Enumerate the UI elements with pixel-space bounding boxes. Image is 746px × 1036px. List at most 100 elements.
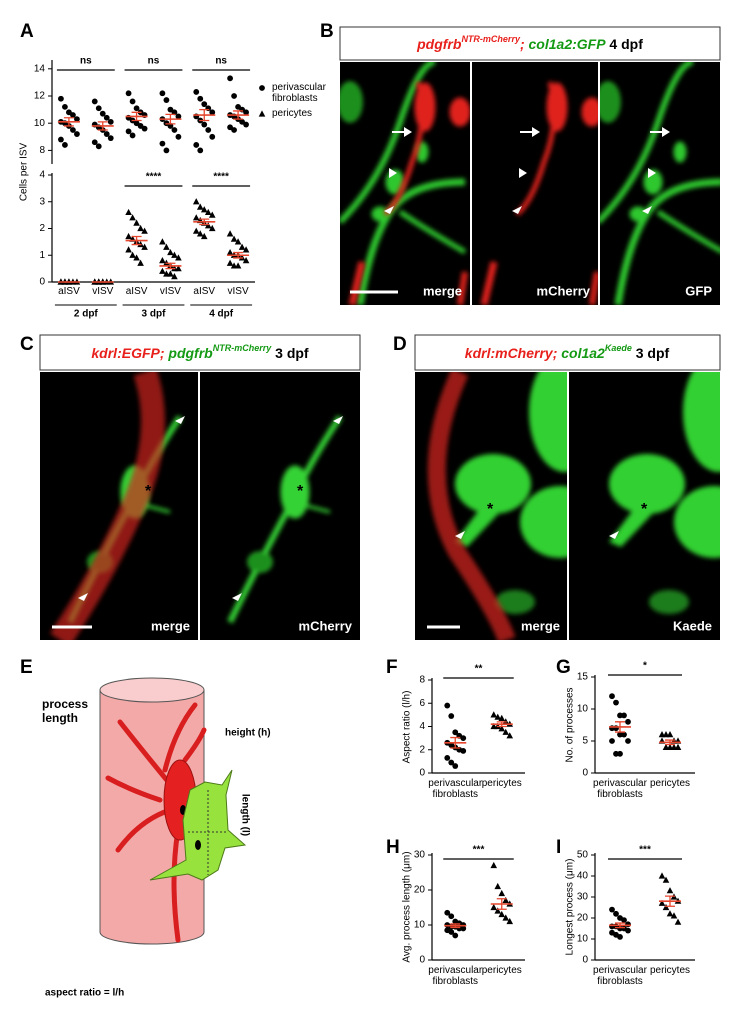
x-tick-label: vISV — [92, 286, 114, 297]
panel-title: kdrl:mCherry; col1a2Kaede 3 dpf — [465, 343, 670, 360]
point — [617, 731, 623, 738]
title-box — [39, 334, 361, 371]
point — [625, 927, 631, 934]
legend-marker — [259, 85, 265, 91]
point — [196, 230, 204, 237]
point — [129, 251, 136, 258]
error-bar — [165, 113, 176, 125]
point — [141, 125, 148, 132]
y-tick-label: 2 — [39, 223, 45, 234]
point — [141, 243, 148, 250]
title-superscript: NTR-mCherry — [213, 343, 273, 353]
y-tick-label: 8 — [39, 145, 45, 156]
point — [159, 257, 166, 264]
point — [175, 133, 182, 140]
point — [62, 103, 68, 110]
y-tick-label: 0 — [419, 768, 425, 779]
x-tick-label: aISV — [58, 286, 80, 297]
point — [208, 211, 216, 218]
panel-letter: I — [556, 837, 561, 858]
point — [613, 699, 619, 706]
panel-letter: A — [20, 21, 34, 42]
point — [617, 934, 623, 940]
point — [208, 224, 216, 232]
point — [609, 693, 615, 700]
point — [125, 128, 132, 135]
point — [609, 738, 615, 744]
point — [58, 136, 64, 143]
point — [613, 750, 619, 757]
point — [141, 227, 148, 234]
point — [490, 903, 498, 911]
title-part: 4 dpf — [606, 36, 644, 52]
x-tick-label: perivascular fibroblasts — [428, 778, 483, 800]
point — [227, 75, 233, 82]
group-label: 3 dpf — [142, 309, 167, 320]
error-bar — [615, 721, 625, 733]
point — [192, 198, 200, 205]
error-bar — [665, 895, 675, 907]
point — [171, 127, 178, 133]
point — [494, 713, 502, 720]
point — [197, 147, 204, 154]
point — [159, 140, 166, 147]
point — [506, 732, 514, 739]
point — [125, 90, 132, 97]
y-tick-label: 20 — [577, 913, 589, 924]
point — [133, 254, 140, 261]
point — [613, 910, 619, 917]
x-tick-label: pericytes — [481, 965, 522, 976]
point — [197, 95, 204, 102]
divider — [198, 372, 200, 640]
panel-letter: F — [386, 657, 398, 678]
error-bar — [131, 235, 142, 246]
point — [175, 113, 182, 120]
y-tick-label: 30 — [414, 850, 426, 861]
title-part: pdgfrb — [416, 36, 462, 52]
y-tick-label: 12 — [34, 91, 46, 102]
point — [163, 147, 170, 154]
diagram-label: length (l) — [239, 794, 250, 836]
point — [444, 754, 451, 761]
y-tick-label: 0 — [419, 955, 425, 966]
point — [625, 921, 631, 928]
point — [674, 743, 682, 750]
point — [231, 127, 237, 133]
point — [460, 735, 467, 742]
diagram-label: height (h) — [225, 728, 271, 739]
group-label: 2 dpf — [74, 309, 99, 320]
point — [444, 909, 451, 916]
point — [621, 731, 627, 738]
point — [167, 248, 174, 256]
point — [159, 267, 166, 274]
point — [448, 713, 455, 719]
point — [234, 238, 242, 245]
point — [137, 259, 144, 266]
point — [91, 139, 98, 146]
title-box — [339, 26, 721, 61]
y-axis-label: Cells per ISV — [19, 142, 30, 201]
title-part: 3 dpf — [271, 345, 309, 361]
y-tick-label: 10 — [414, 920, 426, 931]
asterisk: * — [487, 501, 494, 518]
point — [666, 910, 674, 917]
point — [490, 861, 498, 869]
error-bar — [131, 111, 142, 122]
point — [448, 913, 455, 920]
point — [91, 98, 98, 105]
point — [196, 203, 204, 210]
error-bar — [165, 262, 176, 270]
x-tick-label: pericytes — [649, 965, 690, 976]
arrowheads — [455, 531, 619, 539]
title-part: col1a2:GFP — [529, 36, 607, 52]
x-tick-label: perivascular fibroblasts — [593, 965, 647, 987]
point — [193, 89, 200, 95]
point — [95, 105, 102, 112]
y-tick-label: 15 — [577, 672, 589, 683]
error-bar — [450, 923, 461, 929]
point — [662, 876, 670, 883]
vessel-diagram — [99, 677, 247, 945]
point — [58, 95, 64, 102]
point — [103, 114, 110, 121]
point — [230, 235, 238, 242]
